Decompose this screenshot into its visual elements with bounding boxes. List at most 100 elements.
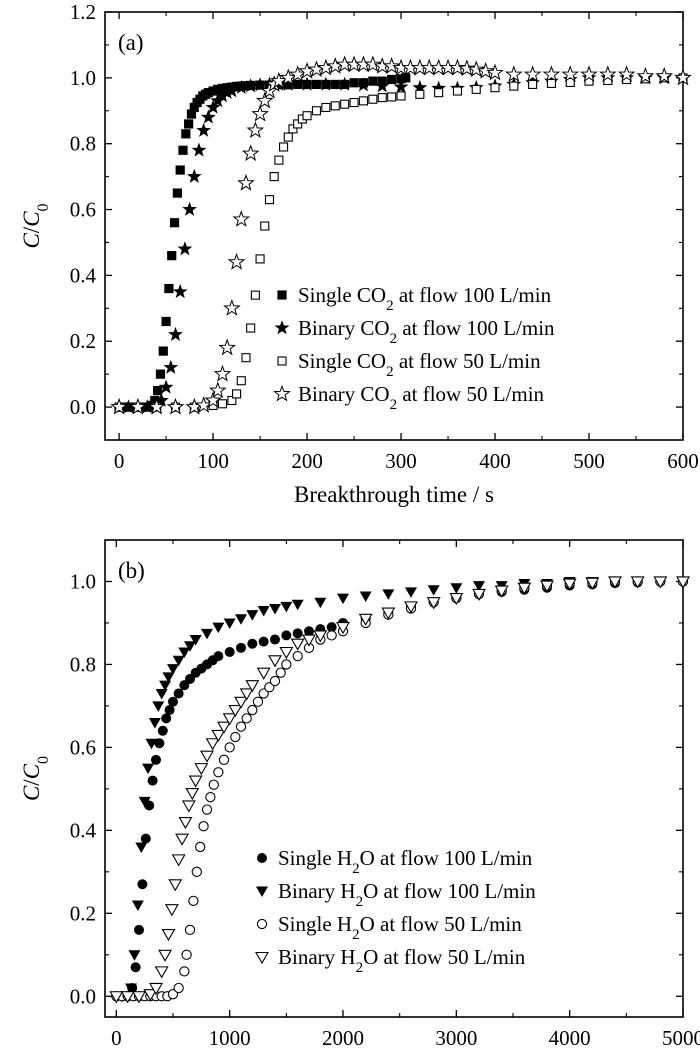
chart-panel-a: 0 100 200 300 400 500 600 0.0 0.2 0.4 0.6 0.8 1.0 1.2… (19, 0, 699, 507)
data-point (161, 713, 172, 724)
data-point (158, 949, 173, 962)
data-point (540, 580, 554, 593)
data-point (561, 65, 580, 83)
legend-marker (256, 918, 268, 930)
data-point (194, 763, 209, 776)
data-point (171, 854, 186, 867)
data-point (128, 950, 141, 961)
data-point (598, 65, 617, 83)
x-tick-label: 300 (385, 449, 417, 473)
data-point (208, 381, 227, 399)
series-3 (109, 576, 690, 1004)
data-point (203, 88, 213, 98)
data-point (151, 754, 161, 765)
legend-marker (277, 356, 287, 366)
data-point (159, 680, 172, 692)
data-point (336, 622, 350, 635)
data-point (205, 99, 221, 114)
data-point (195, 841, 206, 853)
data-point (280, 601, 293, 613)
data-point (181, 949, 192, 960)
data-point (184, 641, 196, 652)
data-point (191, 866, 202, 877)
data-point (236, 642, 246, 653)
legend-entry: Single H2O at flow 50 L/min (278, 912, 522, 943)
data-point (172, 188, 182, 198)
data-point (142, 763, 155, 775)
data-point (311, 79, 322, 90)
data-point (293, 119, 303, 129)
data-point (224, 83, 240, 98)
legend-entry: Binary CO2 at flow 100 L/min (298, 316, 555, 347)
data-point (204, 391, 222, 408)
data-point (132, 991, 146, 1004)
legend-entry: Binary H2O at flow 100 L/min (278, 879, 536, 910)
data-point (232, 389, 242, 399)
data-point (164, 283, 174, 294)
data-point (387, 92, 397, 102)
data-point (448, 58, 467, 76)
data-point (486, 63, 504, 81)
data-point (250, 290, 260, 300)
data-point (227, 252, 246, 270)
data-point (450, 583, 463, 594)
data-point (200, 750, 214, 763)
data-point (374, 78, 390, 93)
data-point (218, 754, 230, 765)
data-point (217, 399, 228, 409)
data-point (201, 628, 213, 640)
data-point (302, 111, 312, 121)
data-point (121, 399, 136, 414)
data-point (213, 84, 223, 94)
legend-marker (255, 951, 269, 965)
data-point (264, 682, 275, 693)
data-point (236, 376, 246, 386)
data-point (188, 895, 199, 907)
data-point (251, 104, 269, 122)
legend-marker (274, 320, 290, 335)
legend-marker (277, 290, 287, 300)
plot-frame (104, 11, 684, 441)
data-point (152, 701, 165, 712)
y-tick-label: 0.0 (70, 395, 96, 419)
data-point (280, 76, 296, 91)
data-point (364, 55, 382, 73)
data-point (110, 397, 128, 415)
data-point (270, 634, 280, 645)
data-point (523, 65, 542, 83)
y-tick-label: 0.0 (70, 984, 96, 1008)
data-point (172, 284, 188, 299)
data-point (173, 688, 184, 699)
data-point (241, 353, 251, 363)
data-point (241, 144, 260, 162)
data-point (382, 57, 401, 74)
data-point (257, 606, 270, 617)
data-point (172, 655, 185, 667)
data-point (164, 904, 179, 917)
data-point (269, 172, 279, 182)
data-point (396, 91, 406, 101)
data-point (473, 581, 485, 592)
data-point (340, 99, 350, 109)
data-point (149, 982, 163, 996)
data-point (452, 86, 462, 96)
data-point (431, 80, 447, 95)
data-point (178, 817, 193, 830)
data-point (427, 585, 440, 596)
data-point (405, 587, 417, 598)
data-point (182, 201, 197, 216)
data-point (283, 132, 293, 142)
data-point (155, 688, 168, 700)
data-point (359, 591, 372, 602)
panel-label: (b) (118, 558, 145, 583)
data-point (175, 833, 190, 846)
data-point (223, 618, 236, 629)
legend-entry: Single CO2 at flow 100 L/min (298, 283, 552, 314)
data-point (330, 79, 340, 90)
data-point (565, 77, 575, 88)
data-point (232, 210, 251, 227)
y-tick-label: 1.0 (70, 66, 96, 90)
legend-marker (257, 853, 267, 863)
data-point (125, 983, 138, 994)
x-tick-label: 3000 (435, 1026, 477, 1050)
